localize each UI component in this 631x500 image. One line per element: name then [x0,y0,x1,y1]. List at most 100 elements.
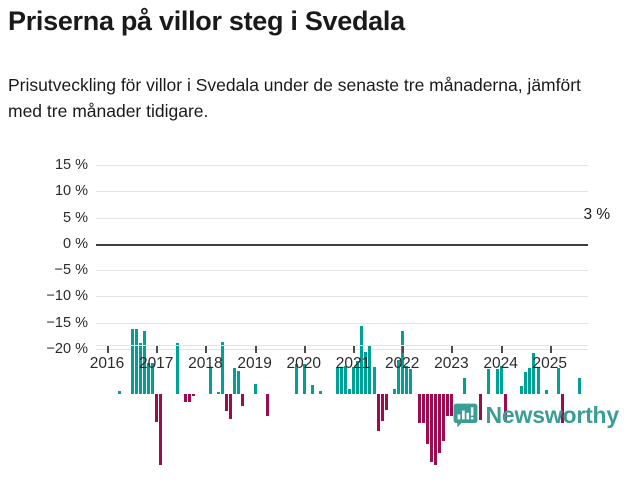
bar [462,378,466,394]
bar [302,364,306,394]
x-axis-tick [205,346,208,353]
page-title: Priserna på villor steg i Svedala [8,6,405,36]
bar [380,393,384,421]
bar [557,367,560,394]
bar [544,389,548,394]
bar [229,393,232,419]
bar [376,393,380,431]
bar [343,365,347,394]
x-axis-tick-label: 2022 [384,355,420,372]
bar [368,345,372,394]
bar [208,367,212,394]
x-axis-tick [402,346,405,353]
bar [524,371,528,394]
x-axis-tick-label: 2023 [434,355,469,372]
bar [138,343,142,394]
x-axis-tick [303,346,306,353]
bar [520,385,524,394]
gridline [96,322,588,324]
gridline [96,191,588,193]
bar [220,342,224,394]
bar [151,363,155,394]
bar [372,366,376,394]
bar [253,383,257,394]
chart-subtitle: Prisutveckling för villor i Svedala unde… [8,75,581,121]
bar [409,369,413,394]
bar [118,390,122,394]
newsworthy-logo[interactable]: Newsworthy [453,402,619,429]
bar [142,330,146,394]
bar [429,393,433,463]
y-axis: 15 % 10 % 5 % 0 % −5 % −10 % −15 % −20 % [0,150,88,390]
gridline [96,296,588,298]
bar [528,367,532,394]
y-axis-tick-label: −10 % [46,288,88,305]
y-axis-tick-label: 5 % [63,209,88,226]
bar [450,393,454,416]
bar [405,365,409,394]
bar [397,359,401,394]
bar [155,393,159,423]
bar [233,368,237,394]
bar [561,393,565,423]
bar [434,393,437,465]
x-axis-tick [549,346,552,353]
bar [577,378,581,394]
y-axis-tick-label: −20 % [46,341,88,357]
gridline [96,349,588,350]
bar [536,367,540,394]
x-axis-tick-label: 2020 [286,355,322,372]
y-axis-tick-label: 15 % [54,157,88,173]
bar [499,365,503,394]
x-axis-line [96,345,588,346]
bar [311,385,314,394]
y-axis-tick-label: −5 % [54,262,88,279]
bar [421,393,425,423]
x-axis-tick [451,346,454,353]
x-axis-tick-label: 2017 [138,355,174,372]
bar [446,393,450,417]
x-axis-tick-label: 2021 [335,355,371,372]
bar [401,330,405,394]
bar [495,368,499,394]
bar [417,393,421,423]
y-axis-tick-label: −15 % [46,314,88,331]
y-axis-tick-label: 0 % [63,235,88,252]
bar [319,390,323,394]
x-axis-tick-label: 2025 [532,355,568,372]
bar [294,364,298,394]
bar [347,389,351,394]
x-axis-tick-label: 2024 [483,355,518,372]
x-axis-tick-label: 2019 [237,355,272,372]
bar [183,393,187,403]
x-axis-tick [254,346,257,353]
gridline [96,165,588,166]
bar [352,367,355,394]
bar [356,361,360,394]
x-axis-tick [156,346,159,353]
bar-chart-bubble-icon [453,403,478,428]
bar [175,342,179,394]
bar [237,370,241,394]
y-axis-tick-label: 10 % [54,183,88,200]
gridline [96,270,588,272]
bar [134,329,138,394]
x-axis-tick-label: 2016 [89,355,125,372]
bar [532,353,536,394]
x-axis-tick-label: 2018 [188,355,223,372]
bar [265,393,269,416]
bar [192,393,196,396]
plot-area [0,150,631,466]
bar [384,393,388,410]
last-value-annotation: 3 % [583,206,611,224]
gridline [96,217,588,219]
bar [241,393,245,406]
x-axis-tick [500,346,503,353]
bar [503,393,507,422]
bar [147,363,150,394]
bar [479,393,483,421]
x-axis-tick [107,346,109,353]
logo-wordmark: Newsworthy [485,402,620,428]
bar [360,325,364,394]
bar [425,393,429,444]
